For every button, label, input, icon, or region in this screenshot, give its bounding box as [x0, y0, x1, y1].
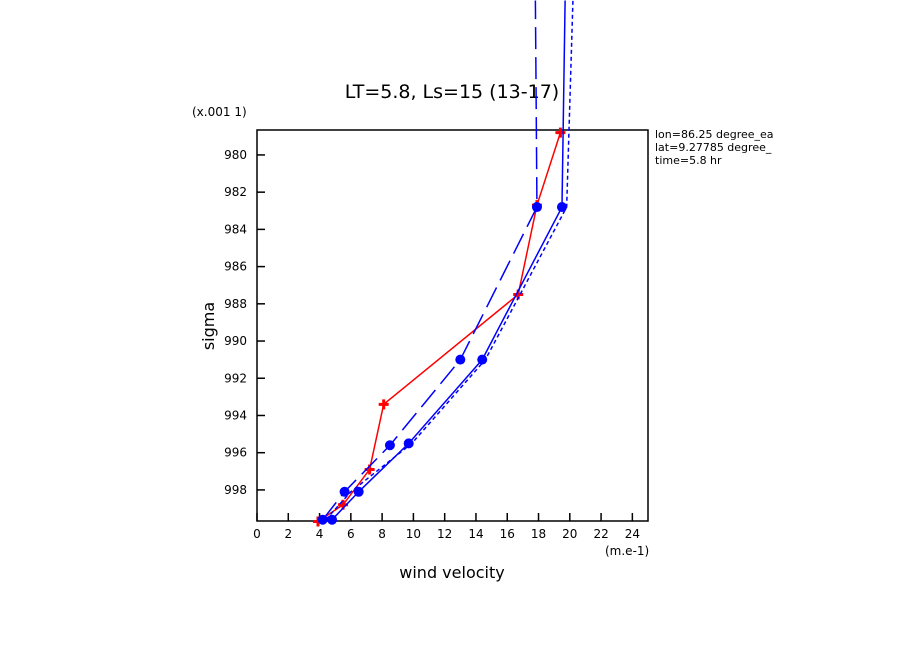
annotation: lon=86.25 degree_ea	[655, 128, 774, 141]
x-tick-label: 18	[531, 527, 546, 541]
x-axis-label: wind velocity	[399, 563, 504, 582]
x-tick-label: 16	[500, 527, 515, 541]
y-tick-label: 980	[224, 148, 247, 162]
marker	[327, 514, 338, 525]
y-tick-label: 986	[224, 260, 247, 274]
y-units: (x.001 1)	[192, 105, 247, 119]
x-tick-label: 8	[378, 527, 386, 541]
series-line	[325, 0, 574, 521]
plot-frame	[256, 129, 649, 522]
marker	[378, 399, 389, 410]
annotation: time=5.8 hr	[655, 154, 722, 167]
y-tick-label: 994	[224, 408, 247, 422]
x-tick-label: 10	[406, 527, 421, 541]
y-tick-label: 984	[224, 222, 247, 236]
side-notes: lon=86.25 degree_ea lat=9.27785 degree_ …	[655, 128, 774, 167]
x-tick-label: 6	[347, 527, 355, 541]
y-tick-label: 988	[224, 297, 247, 311]
y-tick-label: 998	[224, 483, 247, 497]
y-tick-label: 990	[224, 334, 247, 348]
marker	[455, 354, 466, 365]
annotation: lat=9.27785 degree_	[655, 141, 772, 154]
x-tick-label: 0	[253, 527, 261, 541]
marker	[384, 440, 395, 451]
x-tick-label: 22	[593, 527, 608, 541]
series-line	[322, 0, 538, 521]
x-tick-label: 4	[316, 527, 324, 541]
y-tick-label: 982	[224, 185, 247, 199]
x-units: (m.e-1)	[605, 544, 649, 558]
marker	[339, 486, 350, 497]
x-tick-label: 2	[284, 527, 292, 541]
y-tick-label: 992	[224, 371, 247, 385]
x-tick-label: 14	[468, 527, 483, 541]
x-tick-label: 12	[437, 527, 452, 541]
chart-title: LT=5.8, Ls=15 (13-17)	[345, 81, 559, 103]
y-axis-label: sigma	[199, 302, 218, 350]
series-line	[331, 0, 566, 521]
x-tick-label: 20	[562, 527, 577, 541]
marker	[556, 202, 567, 213]
x-tick-label: 24	[625, 527, 640, 541]
marker	[531, 202, 542, 213]
y-tick-label: 996	[224, 446, 247, 460]
marker	[477, 354, 488, 365]
marker	[353, 486, 364, 497]
marker	[317, 514, 328, 525]
marker	[403, 438, 414, 449]
